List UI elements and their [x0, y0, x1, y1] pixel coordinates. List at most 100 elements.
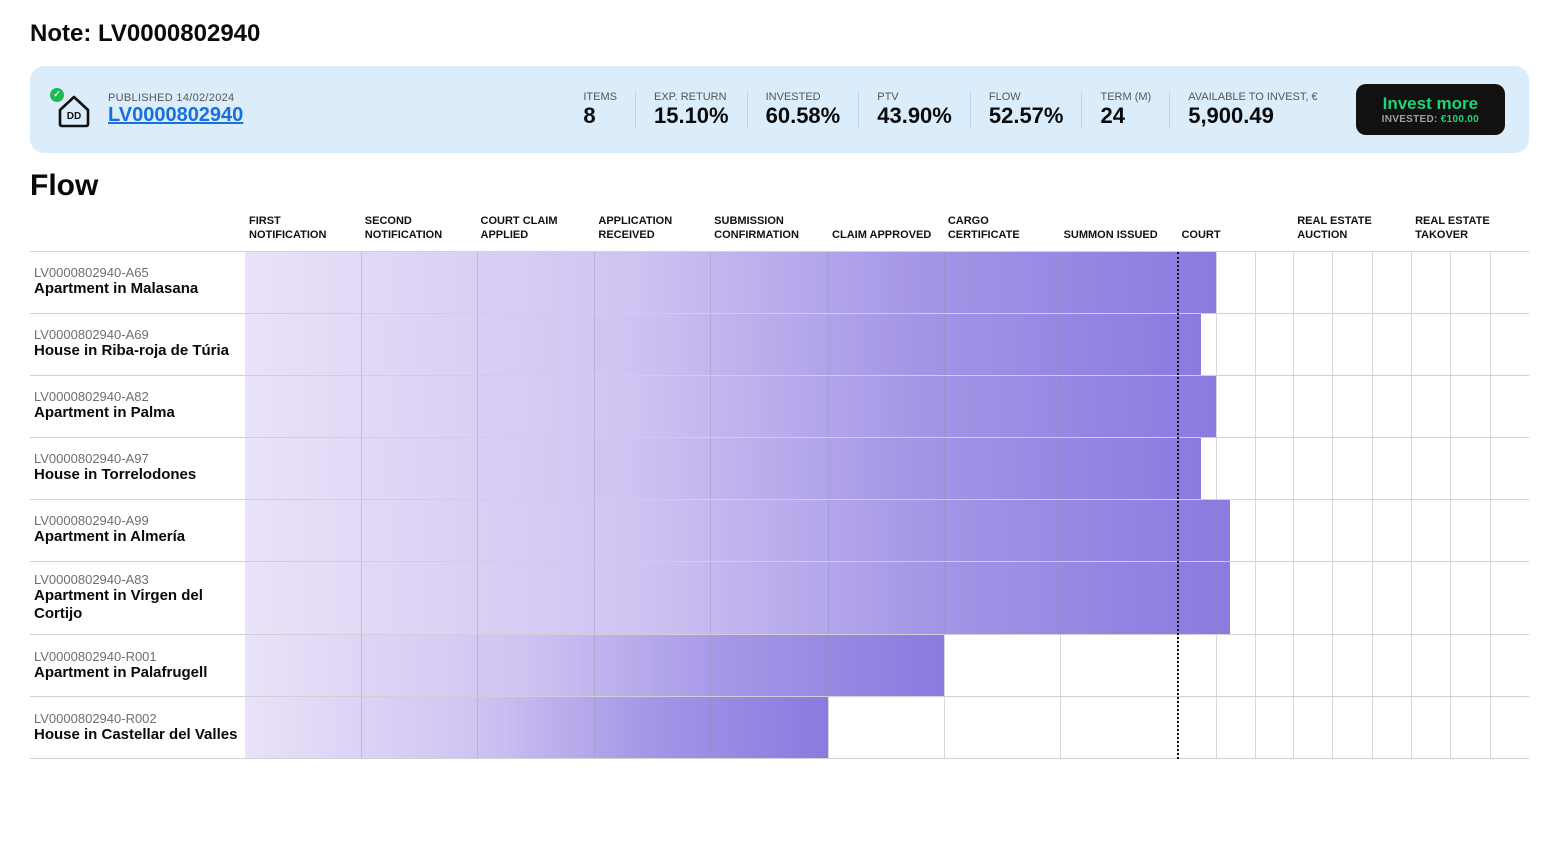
grid-cell — [594, 252, 710, 313]
grid-cell — [1450, 562, 1489, 635]
invest-button-sub-value: €100.00 — [1441, 114, 1479, 125]
cells-area — [245, 376, 1529, 437]
stage-header: CARGO CERTIFICATE — [944, 209, 1060, 251]
grid-cell — [1177, 500, 1216, 561]
row-name: House in Torrelodones — [34, 466, 241, 485]
grid-cell — [1332, 500, 1371, 561]
grid-cell — [1293, 314, 1332, 375]
grid-cell — [1216, 438, 1255, 499]
row-code: LV0000802940-A65 — [34, 265, 241, 280]
grid-cell — [245, 376, 361, 437]
stat: TERM (M)24 — [1081, 91, 1169, 129]
invest-button-sub-label: INVESTED: — [1382, 114, 1441, 125]
grid-cell — [477, 376, 595, 437]
stat-label: AVAILABLE TO INVEST, € — [1188, 91, 1317, 103]
court-divider — [1177, 252, 1179, 760]
grid-cell — [594, 438, 710, 499]
grid-cell — [477, 252, 595, 313]
row-code: LV0000802940-R002 — [34, 711, 241, 726]
table-row: LV0000802940-A69House in Riba-roja de Tú… — [30, 314, 1529, 376]
grid-cell — [1255, 252, 1294, 313]
stat: FLOW52.57% — [970, 91, 1082, 129]
stat: INVESTED60.58% — [747, 91, 859, 129]
grid-cell — [1450, 500, 1489, 561]
grid-cell — [1177, 314, 1216, 375]
grid-cell — [828, 314, 944, 375]
row-label: LV0000802940-R001Apartment in Palafrugel… — [30, 635, 245, 696]
section-title: Flow — [30, 169, 1529, 203]
stat-label: INVESTED — [766, 91, 841, 103]
invest-more-button[interactable]: Invest more INVESTED: €100.00 — [1356, 84, 1505, 135]
grid-cell — [1177, 376, 1216, 437]
table-row: LV0000802940-R001Apartment in Palafrugel… — [30, 635, 1529, 697]
grid-cell — [1450, 252, 1489, 313]
grid-cell — [828, 438, 944, 499]
stage-header: SECOND NOTIFICATION — [361, 209, 477, 251]
grid-cell — [944, 500, 1060, 561]
grid-cell — [1372, 635, 1411, 696]
house-icon: ✓ DD — [54, 90, 94, 130]
stat: ITEMS8 — [565, 91, 635, 129]
stage-header: REAL ESTATE AUCTION — [1293, 209, 1411, 251]
grid-cell — [944, 376, 1060, 437]
grid-cell — [245, 635, 361, 696]
grid-cell — [828, 697, 944, 758]
grid-cell — [1490, 635, 1529, 696]
row-name: Apartment in Almería — [34, 528, 241, 547]
row-label: LV0000802940-A82Apartment in Palma — [30, 376, 245, 437]
grid-overlay — [245, 562, 1529, 635]
row-code: LV0000802940-A83 — [34, 572, 241, 587]
grid-cell — [944, 438, 1060, 499]
grid-cell — [594, 314, 710, 375]
stage-header: CLAIM APPROVED — [828, 209, 944, 251]
grid-cell — [1490, 314, 1529, 375]
stage-header: SUBMISSION CONFIRMATION — [710, 209, 828, 251]
grid-cell — [1372, 252, 1411, 313]
row-name: Apartment in Palma — [34, 404, 241, 423]
grid-cell — [1411, 500, 1450, 561]
grid-cell — [828, 500, 944, 561]
stat-value: 15.10% — [654, 103, 729, 129]
card-left: ✓ DD PUBLISHED 14/02/2024 LV0000802940 — [54, 90, 243, 130]
grid-cell — [1411, 252, 1450, 313]
grid-cell — [1490, 500, 1529, 561]
summary-card: ✓ DD PUBLISHED 14/02/2024 LV0000802940 I… — [30, 66, 1529, 153]
grid-cell — [594, 562, 710, 635]
invest-button-sub: INVESTED: €100.00 — [1382, 114, 1479, 125]
grid-cell — [1216, 562, 1255, 635]
row-label: LV0000802940-A99Apartment in Almería — [30, 500, 245, 561]
stat-value: 8 — [583, 103, 617, 129]
grid-cell — [1450, 697, 1489, 758]
stat-label: PTV — [877, 91, 952, 103]
grid-cell — [1332, 697, 1371, 758]
grid-overlay — [245, 697, 1529, 758]
grid-cell — [710, 376, 828, 437]
grid-cell — [245, 562, 361, 635]
grid-cell — [1216, 697, 1255, 758]
table-row: LV0000802940-A99Apartment in Almería — [30, 500, 1529, 562]
grid-cell — [1372, 376, 1411, 437]
stage-header: COURT CLAIM APPLIED — [477, 209, 595, 251]
grid-cell — [1411, 635, 1450, 696]
note-link[interactable]: LV0000802940 — [108, 104, 243, 127]
grid-overlay — [245, 635, 1529, 696]
row-code: LV0000802940-A69 — [34, 327, 241, 342]
grid-cell — [1255, 635, 1294, 696]
stat: PTV43.90% — [858, 91, 970, 129]
stage-header: SUMMON ISSUED — [1060, 209, 1178, 251]
publish-block: PUBLISHED 14/02/2024 LV0000802940 — [108, 92, 243, 127]
grid-cell — [710, 314, 828, 375]
grid-cell — [361, 635, 477, 696]
grid-cell — [1293, 376, 1332, 437]
row-name: House in Riba-roja de Túria — [34, 342, 241, 361]
grid-cell — [1450, 314, 1489, 375]
stat-label: FLOW — [989, 91, 1064, 103]
stage-header: FIRST NOTIFICATION — [245, 209, 361, 251]
grid-cell — [1255, 562, 1294, 635]
stat-value: 24 — [1100, 103, 1151, 129]
table-row: LV0000802940-R002House in Castellar del … — [30, 697, 1529, 759]
svg-text:DD: DD — [67, 111, 81, 122]
grid-cell — [1216, 376, 1255, 437]
page-title-prefix: Note: — [30, 20, 98, 47]
row-code: LV0000802940-A97 — [34, 451, 241, 466]
